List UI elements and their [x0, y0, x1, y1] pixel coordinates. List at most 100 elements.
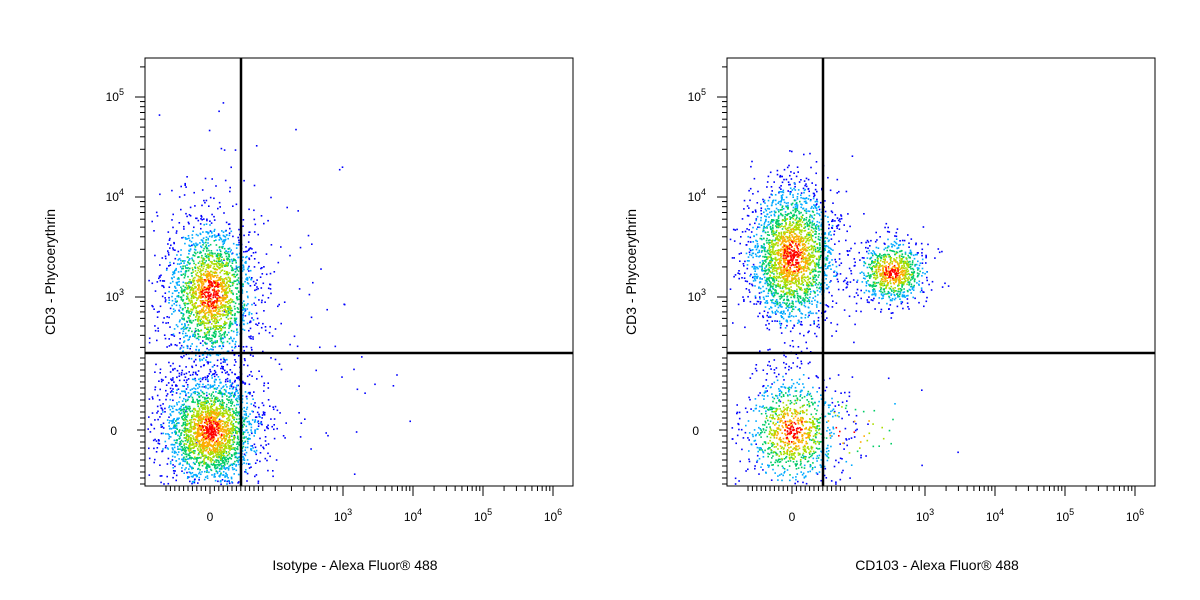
event-dot — [190, 421, 192, 423]
event-dot — [209, 273, 211, 275]
event-dot — [251, 445, 254, 447]
event-dot — [237, 277, 240, 279]
event-dot — [197, 234, 199, 237]
event-dot — [229, 409, 231, 411]
event-dot — [167, 482, 170, 485]
event-dot — [236, 437, 239, 439]
event-dot — [181, 318, 184, 320]
event-dot — [172, 391, 174, 393]
event-dot — [241, 398, 244, 400]
event-dot — [785, 363, 788, 365]
event-dot — [206, 342, 208, 345]
event-dot — [220, 445, 222, 447]
event-dot — [202, 262, 204, 265]
event-dot — [225, 311, 228, 313]
event-dot — [170, 379, 173, 382]
event-dot — [210, 328, 212, 330]
event-dot — [229, 290, 231, 293]
event-dot — [185, 430, 187, 433]
event-dot — [243, 459, 246, 461]
event-dot — [225, 378, 227, 381]
y-axis-title-1: CD3 - Phycoerythrin — [42, 209, 58, 335]
event-dot — [273, 418, 276, 420]
event-dot — [183, 397, 185, 400]
event-dot — [180, 372, 183, 374]
event-dot — [238, 239, 240, 242]
event-dot — [184, 242, 186, 245]
event-dot — [188, 338, 190, 341]
event-dot — [258, 406, 260, 409]
event-dot — [233, 337, 235, 340]
event-dot — [205, 456, 207, 459]
event-dot — [182, 300, 184, 302]
event-dot — [188, 282, 190, 285]
event-dot — [164, 292, 167, 294]
event-dot — [195, 292, 197, 295]
event-dot — [815, 172, 817, 175]
event-dot — [218, 262, 220, 265]
event-dot — [208, 393, 211, 395]
event-dot — [229, 304, 231, 307]
event-dot — [734, 483, 737, 485]
event-dot — [152, 398, 154, 400]
event-dot — [222, 366, 224, 368]
event-dot — [849, 281, 852, 283]
event-dot — [216, 289, 219, 292]
event-dot — [178, 408, 180, 411]
event-dot — [226, 457, 229, 460]
event-dot — [194, 409, 197, 412]
event-dot — [244, 382, 247, 384]
event-dot — [211, 339, 213, 342]
event-dot — [218, 306, 220, 308]
event-dot — [860, 242, 863, 244]
event-dot — [222, 430, 224, 433]
event-dot — [222, 313, 224, 315]
event-dot — [201, 434, 204, 436]
event-dot — [235, 386, 237, 389]
event-dot — [218, 385, 220, 387]
event-dot — [157, 330, 160, 332]
event-dot — [184, 184, 186, 186]
event-dot — [223, 235, 226, 238]
event-dot — [199, 335, 201, 338]
event-dot — [179, 441, 182, 444]
event-dot — [223, 314, 225, 316]
event-dot — [178, 458, 180, 460]
event-dot — [217, 432, 219, 434]
event-dot — [245, 425, 248, 428]
event-dot — [198, 285, 200, 287]
event-dot — [215, 263, 218, 266]
event-dot — [217, 414, 219, 416]
event-dot — [216, 292, 219, 295]
event-dot — [190, 240, 193, 243]
event-dot — [195, 437, 197, 439]
event-dot — [203, 305, 206, 307]
event-dot — [207, 266, 210, 268]
event-dot — [867, 241, 870, 243]
event-dot — [178, 280, 180, 283]
event-dot — [193, 360, 195, 363]
event-dot — [192, 260, 195, 262]
event-dot — [210, 415, 213, 418]
event-dot — [214, 236, 216, 238]
event-dot — [243, 457, 245, 460]
event-dot — [835, 483, 837, 485]
event-dot — [236, 266, 238, 269]
event-dot — [216, 443, 219, 446]
event-dot — [203, 458, 205, 461]
event-dot — [174, 425, 176, 428]
event-dot — [921, 464, 923, 467]
event-dot — [201, 471, 203, 473]
event-dot — [201, 354, 204, 356]
event-dot — [214, 465, 216, 468]
event-dot — [223, 310, 226, 313]
event-dot — [863, 213, 865, 215]
event-dot — [769, 348, 771, 351]
event-dot — [252, 398, 254, 400]
event-dot — [203, 272, 205, 275]
event-dot — [149, 431, 152, 433]
event-dot — [224, 336, 226, 339]
event-dot — [187, 288, 189, 290]
event-dot — [214, 330, 216, 332]
event-dot — [202, 406, 204, 408]
